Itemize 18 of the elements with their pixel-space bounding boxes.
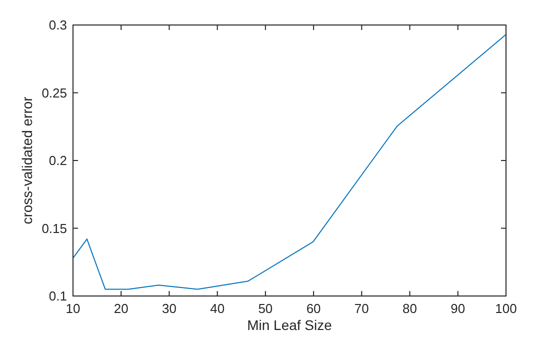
x-tick-label: 100: [495, 301, 517, 316]
x-tick-label: 80: [402, 301, 418, 316]
y-tick-label: 0.2: [48, 153, 67, 168]
y-tick-label: 0.25: [42, 85, 67, 100]
y-tick-label: 0.3: [48, 18, 67, 32]
x-axis-title: Min Leaf Size: [247, 317, 332, 333]
x-tick-label: 50: [258, 301, 273, 316]
y-axis-title: cross-validated error: [19, 96, 35, 224]
x-tick-label: 40: [210, 301, 225, 316]
x-tick-label: 70: [354, 301, 369, 316]
x-tick-label: 30: [162, 301, 176, 316]
x-tick-label: 60: [306, 301, 321, 316]
y-tick-label: 0.15: [42, 220, 67, 236]
y-tick-label: 0.1: [48, 288, 67, 304]
x-tick-label: 10: [66, 301, 80, 316]
x-tick-label: 20: [114, 301, 128, 316]
line-series: [72, 34, 506, 290]
x-tick-label: 90: [450, 301, 466, 316]
